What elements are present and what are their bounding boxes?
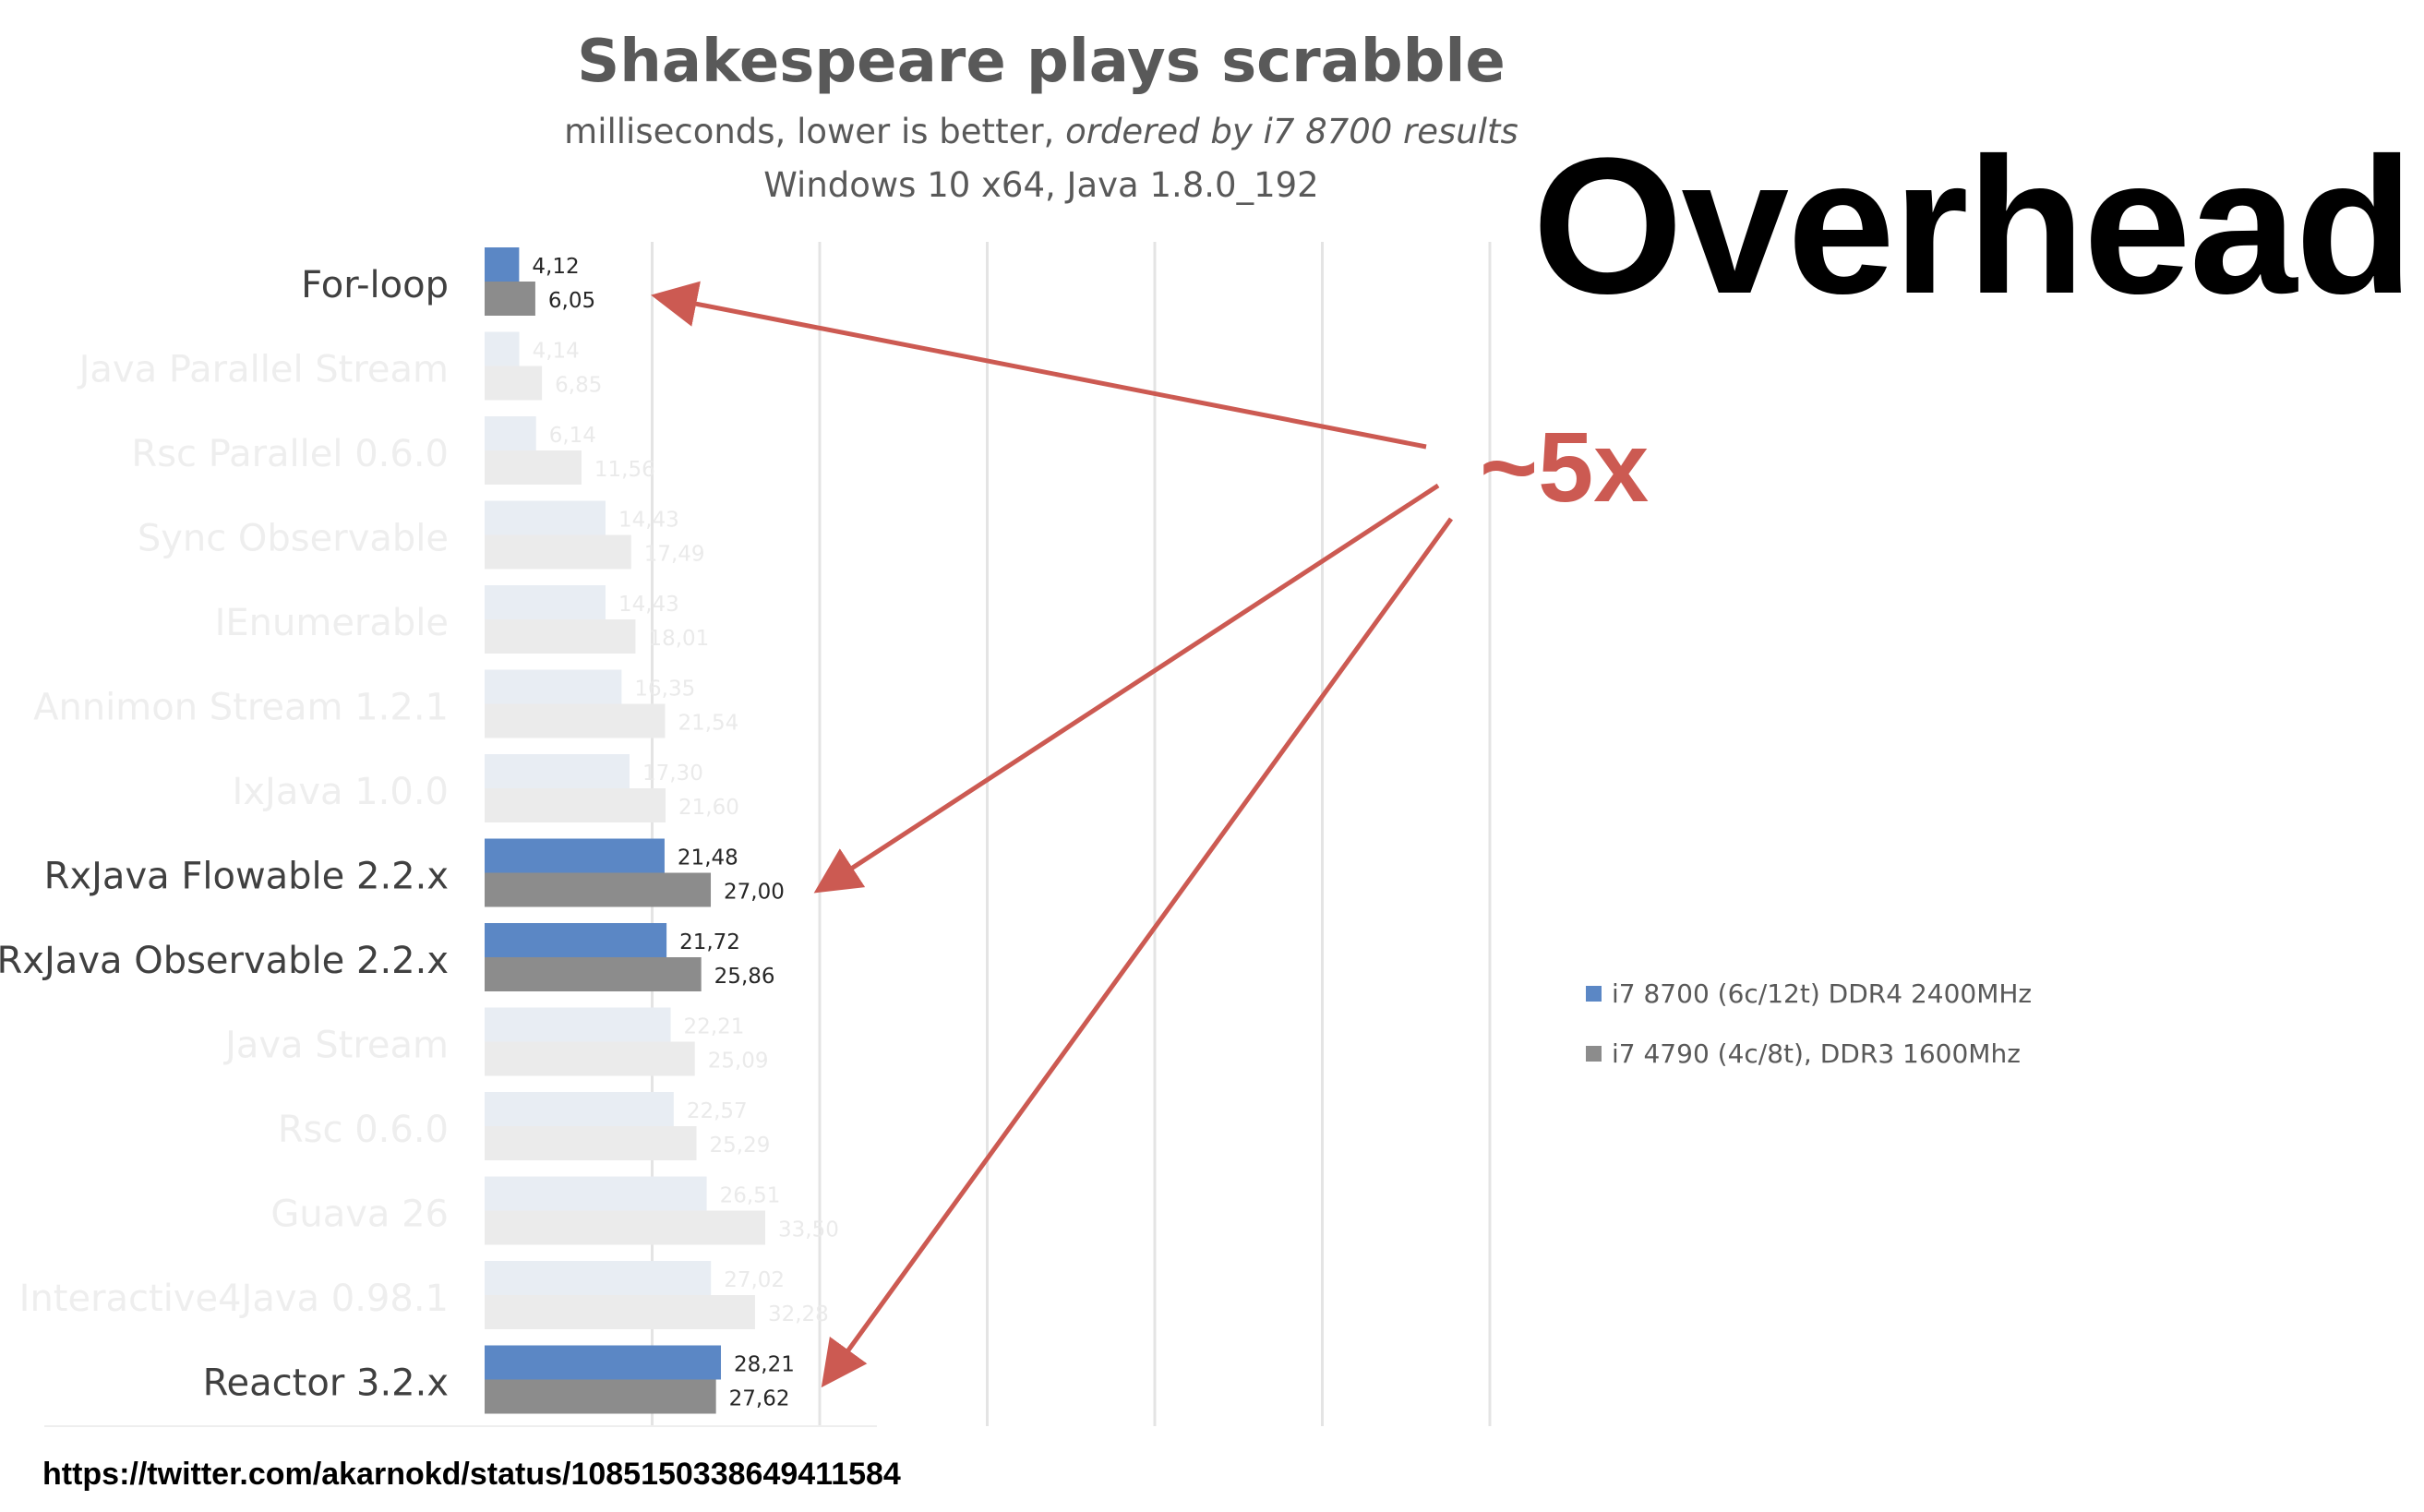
bar-java-stream-series-2 bbox=[485, 1041, 695, 1076]
value-label-rxjava-flowable-2-2-x-series-2: 27,00 bbox=[724, 881, 785, 905]
value-label-annimon-stream-1-2-1-series-2: 21,54 bbox=[678, 712, 738, 736]
bar-interactive4java-0-98-1-series-1 bbox=[485, 1261, 712, 1295]
value-label-ixjava-1-0-0-series-2: 21,60 bbox=[678, 796, 739, 820]
bars: 4,12 6,05 4,14 6,85 6,14 11,56 14,43 17,49 14,43… bbox=[485, 247, 839, 1414]
gridlines bbox=[651, 242, 1492, 1426]
annotation-arrows bbox=[651, 281, 1454, 1388]
value-label-rxjava-flowable-2-2-x-series-1: 21,48 bbox=[678, 846, 738, 870]
value-label-java-stream-series-1: 22,21 bbox=[684, 1015, 745, 1039]
value-label-ienumerable-series-1: 14,43 bbox=[618, 593, 679, 617]
arrow-to-rxjava-flowable-2-2-x bbox=[813, 483, 1440, 894]
value-label-reactor-3-2-x-series-1: 28,21 bbox=[734, 1353, 795, 1377]
bar-for-loop-series-2 bbox=[485, 282, 535, 316]
value-label-rxjava-observable-2-2-x-series-1: 21,72 bbox=[679, 930, 740, 954]
category-labels: For-loop Java Parallel Stream Rsc Parallel… bbox=[0, 264, 449, 1405]
category-label-interactive4java-0-98-1: Interactive4Java 0.98.1 bbox=[19, 1278, 449, 1320]
legend-label-i7-4790: i7 4790 (4c/8t), DDR3 1600Mhz bbox=[1612, 1038, 2021, 1069]
chart-subtitle-line2: Windows 10 x64, Java 1.8.0_192 bbox=[763, 165, 1318, 205]
category-label-ixjava-1-0-0: IxJava 1.0.0 bbox=[233, 771, 449, 813]
value-label-ixjava-1-0-0-series-1: 17,30 bbox=[642, 762, 703, 786]
category-label-sync-observable: Sync Observable bbox=[138, 518, 449, 560]
category-label-for-loop: For-loop bbox=[301, 264, 449, 306]
value-label-for-loop-series-2: 6,05 bbox=[548, 289, 595, 313]
category-label-annimon-stream-1-2-1: Annimon Stream 1.2.1 bbox=[33, 687, 449, 729]
category-label-java-parallel-stream: Java Parallel Stream bbox=[77, 349, 449, 391]
category-label-rsc-0-6-0: Rsc 0.6.0 bbox=[278, 1109, 449, 1151]
bar-reactor-3-2-x-series-1 bbox=[485, 1345, 722, 1380]
source-url: https://twitter.com/akarnokd/status/1085… bbox=[42, 1457, 901, 1492]
category-label-rxjava-observable-2-2-x: RxJava Observable 2.2.x bbox=[0, 940, 449, 982]
category-label-rsc-parallel-0-6-0: Rsc Parallel 0.6.0 bbox=[131, 433, 449, 475]
value-label-rsc-0-6-0-series-2: 25,29 bbox=[710, 1134, 771, 1158]
value-label-interactive4java-0-98-1-series-1: 27,02 bbox=[724, 1268, 785, 1292]
bar-interactive4java-0-98-1-series-2 bbox=[485, 1295, 755, 1329]
value-label-java-parallel-stream-series-2: 6,85 bbox=[555, 374, 602, 398]
bar-ienumerable-series-1 bbox=[485, 585, 606, 619]
overhead-heading: Overhead bbox=[1532, 117, 2414, 334]
bar-reactor-3-2-x-series-2 bbox=[485, 1379, 716, 1414]
bar-ixjava-1-0-0-series-1 bbox=[485, 754, 630, 788]
bar-rsc-0-6-0-series-2 bbox=[485, 1126, 697, 1160]
bar-for-loop-series-1 bbox=[485, 247, 520, 282]
value-label-ienumerable-series-2: 18,01 bbox=[648, 627, 709, 651]
chart-subtitle-italic: ordered by i7 8700 results bbox=[1065, 112, 1518, 151]
bar-sync-observable-series-2 bbox=[485, 534, 631, 570]
value-label-sync-observable-series-2: 17,49 bbox=[644, 543, 705, 567]
bar-rsc-parallel-0-6-0-series-2 bbox=[485, 450, 582, 485]
category-label-ienumerable: IEnumerable bbox=[215, 602, 449, 644]
value-label-reactor-3-2-x-series-2: 27,62 bbox=[729, 1387, 790, 1411]
category-label-rxjava-flowable-2-2-x: RxJava Flowable 2.2.x bbox=[44, 856, 449, 898]
bar-rsc-parallel-0-6-0-series-1 bbox=[485, 416, 536, 450]
value-label-interactive4java-0-98-1-series-2: 32,28 bbox=[768, 1302, 829, 1326]
arrow-to-reactor-3-2-x bbox=[821, 517, 1454, 1388]
value-label-annimon-stream-1-2-1-series-1: 16,35 bbox=[634, 678, 695, 702]
value-label-rsc-parallel-0-6-0-series-1: 6,14 bbox=[549, 424, 596, 448]
bar-java-stream-series-1 bbox=[485, 1007, 671, 1042]
value-label-java-parallel-stream-series-1: 4,14 bbox=[533, 340, 580, 364]
value-label-for-loop-series-1: 4,12 bbox=[532, 255, 579, 279]
bar-ixjava-1-0-0-series-2 bbox=[485, 788, 666, 822]
legend-swatch-i7-4790 bbox=[1586, 1046, 1602, 1062]
ratio-annotation: ~5x bbox=[1480, 411, 1650, 522]
bar-rxjava-flowable-2-2-x-series-2 bbox=[485, 872, 712, 907]
value-label-guava-26-series-2: 33,50 bbox=[778, 1218, 839, 1242]
bar-sync-observable-series-1 bbox=[485, 500, 606, 535]
bar-ienumerable-series-2 bbox=[485, 619, 636, 654]
chart-title: Shakespeare plays scrabble bbox=[577, 28, 1506, 96]
legend-swatch-i7-8700 bbox=[1586, 986, 1602, 1002]
bar-java-parallel-stream-series-2 bbox=[485, 366, 543, 401]
bar-rxjava-flowable-2-2-x-series-1 bbox=[485, 838, 665, 873]
value-label-rxjava-observable-2-2-x-series-2: 25,86 bbox=[714, 965, 775, 989]
value-label-java-stream-series-2: 25,09 bbox=[708, 1050, 769, 1074]
bar-java-parallel-stream-series-1 bbox=[485, 331, 520, 366]
legend: i7 8700 (6c/12t) DDR4 2400MHz i7 4790 (4… bbox=[1586, 978, 2032, 1069]
category-label-java-stream: Java Stream bbox=[222, 1025, 449, 1067]
value-label-guava-26-series-1: 26,51 bbox=[720, 1184, 781, 1208]
bar-rsc-0-6-0-series-1 bbox=[485, 1092, 674, 1126]
value-label-rsc-parallel-0-6-0-series-2: 11,56 bbox=[594, 458, 655, 482]
chart-subtitle: milliseconds, lower is better, ordered b… bbox=[564, 112, 1518, 151]
bar-rxjava-observable-2-2-x-series-2 bbox=[485, 957, 702, 991]
category-label-guava-26: Guava 26 bbox=[270, 1194, 449, 1236]
bar-annimon-stream-1-2-1-series-2 bbox=[485, 703, 666, 738]
bar-rxjava-observable-2-2-x-series-1 bbox=[485, 923, 667, 957]
bar-guava-26-series-1 bbox=[485, 1176, 707, 1211]
legend-label-i7-8700: i7 8700 (6c/12t) DDR4 2400MHz bbox=[1612, 978, 2032, 1009]
value-label-rsc-0-6-0-series-1: 22,57 bbox=[687, 1099, 748, 1123]
chart-subtitle-plain: milliseconds, lower is better, bbox=[564, 112, 1065, 151]
category-label-reactor-3-2-x: Reactor 3.2.x bbox=[203, 1362, 449, 1405]
bar-guava-26-series-2 bbox=[485, 1210, 766, 1245]
arrow-to-for-loop bbox=[651, 281, 1427, 450]
value-label-sync-observable-series-1: 14,43 bbox=[618, 509, 679, 533]
bar-annimon-stream-1-2-1-series-1 bbox=[485, 669, 622, 704]
